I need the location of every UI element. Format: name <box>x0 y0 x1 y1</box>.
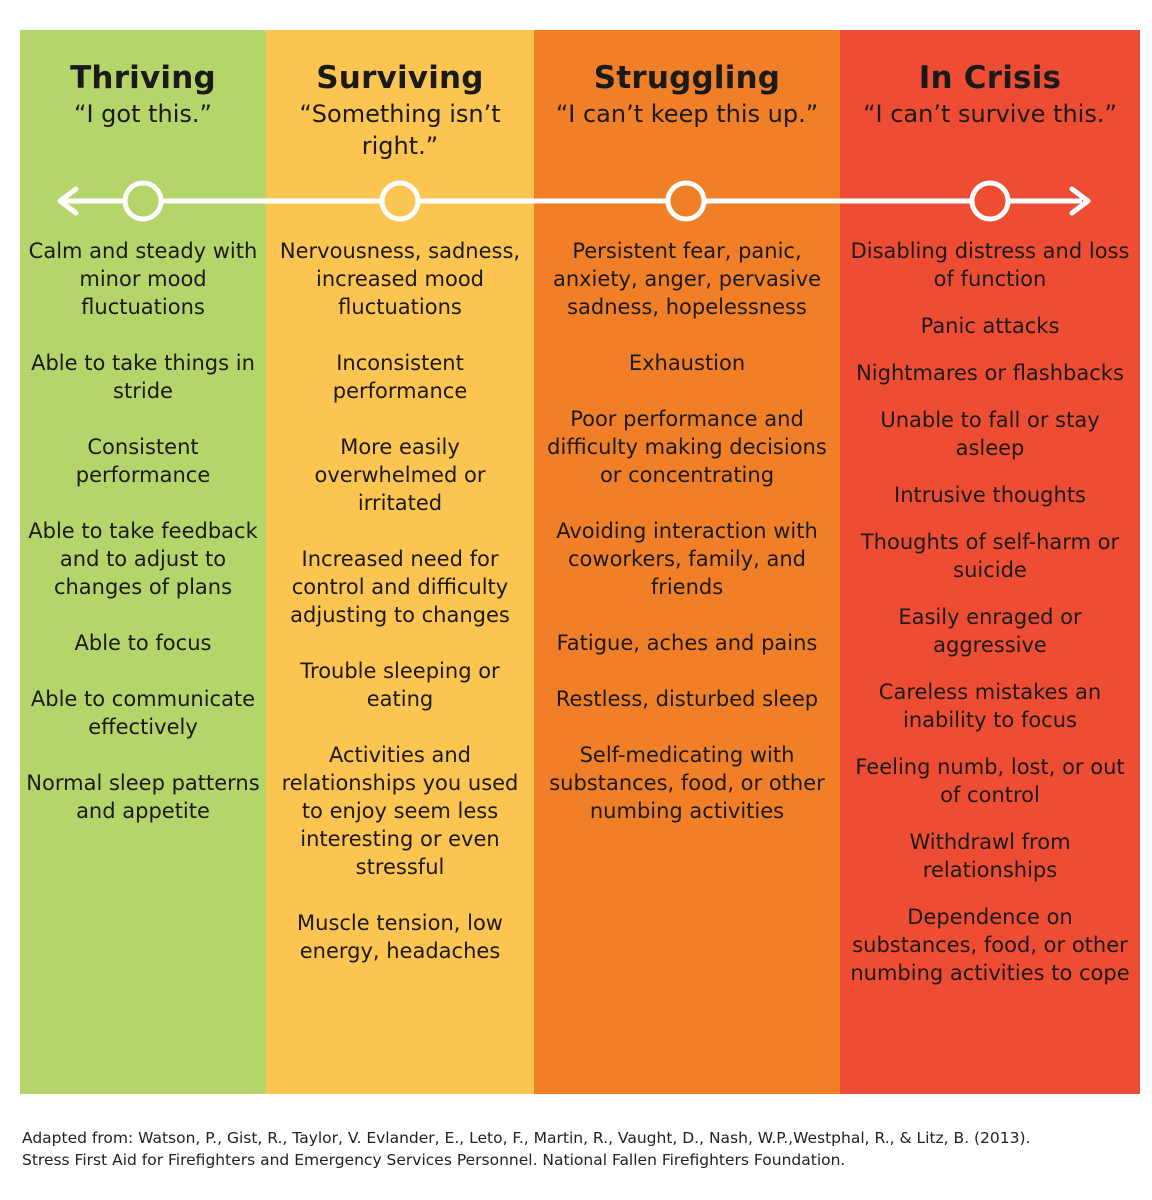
column-header: In Crisis “I can’t survive this.” <box>840 58 1140 130</box>
list-item: Nightmares or flashbacks <box>856 361 1124 385</box>
list-item: Poor performance and difficulty making d… <box>547 407 827 487</box>
column-title: In Crisis <box>918 60 1062 96</box>
list-item: Exhaustion <box>628 351 746 375</box>
column-header: Thriving “I got this.” <box>20 58 266 130</box>
column-in-crisis: In Crisis “I can’t survive this.” Disabl… <box>840 30 1140 1094</box>
list-item: Thoughts of self-harm or suicide <box>860 530 1120 582</box>
list-item: Inconsistent performance <box>332 351 468 403</box>
list-item: Persistent fear, panic, anxiety, anger, … <box>552 239 822 319</box>
list-item: Careless mistakes an inability to focus <box>878 680 1102 732</box>
list-item: Nervousness, sadness, increased mood flu… <box>279 239 521 319</box>
list-item: Able to take feedback and to adjust to c… <box>28 519 258 599</box>
list-item: Feeling numb, lost, or out of control <box>855 755 1125 807</box>
list-item: Consistent performance <box>75 435 211 487</box>
column-struggling: Struggling “I can’t keep this up.” Persi… <box>534 30 840 1094</box>
symptom-list: Persistent fear, panic, anxiety, anger, … <box>534 237 840 853</box>
column-thriving: Thriving “I got this.” Calm and steady w… <box>20 30 266 1094</box>
list-item: Activities and relationships you used to… <box>281 743 519 879</box>
list-item: Increased need for control and difficult… <box>290 547 510 627</box>
list-item: Avoiding interaction with coworkers, fam… <box>556 519 818 599</box>
column-header: Surviving “Something isn’t right.” <box>266 58 534 162</box>
citation-line: Adapted from: Watson, P., Gist, R., Tayl… <box>22 1129 1031 1147</box>
list-item: Fatigue, aches and pains <box>556 631 818 655</box>
list-item: Able to communicate effectively <box>30 687 256 739</box>
list-item: Dependence on substances, food, or other… <box>850 905 1130 985</box>
column-title: Thriving <box>70 60 216 96</box>
column-header: Struggling “I can’t keep this up.” <box>534 58 840 130</box>
symptom-list: Nervousness, sadness, increased mood flu… <box>266 237 534 993</box>
column-surviving: Surviving “Something isn’t right.” Nervo… <box>266 30 534 1094</box>
list-item: Disabling distress and loss of function <box>850 239 1130 291</box>
symptom-list: Disabling distress and loss of function … <box>840 237 1140 1006</box>
list-item: Trouble sleeping or eating <box>300 659 500 711</box>
list-item: Normal sleep patterns and appetite <box>26 771 260 823</box>
list-item: Self-medicating with substances, food, o… <box>549 743 825 823</box>
citation: Adapted from: Watson, P., Gist, R., Tayl… <box>22 1127 1132 1171</box>
symptom-list: Calm and steady with minor mood fluctuat… <box>20 237 266 853</box>
list-item: Intrusive thoughts <box>894 483 1086 507</box>
list-item: Easily enraged or aggressive <box>898 605 1082 657</box>
list-item: Calm and steady with minor mood fluctuat… <box>28 239 258 319</box>
column-quote: “Something isn’t right.” <box>299 100 501 160</box>
list-item: Muscle tension, low energy, headaches <box>297 911 503 963</box>
column-quote: “I got this.” <box>74 100 212 128</box>
column-title: Surviving <box>316 60 484 96</box>
list-item: Panic attacks <box>920 314 1060 338</box>
citation-line: Stress First Aid for Firefighters and Em… <box>22 1151 846 1169</box>
column-quote: “I can’t keep this up.” <box>555 100 819 128</box>
list-item: Able to focus <box>74 631 212 655</box>
column-title: Struggling <box>593 60 781 96</box>
list-item: Able to take things in stride <box>31 351 255 403</box>
continuum-board: Thriving “I got this.” Calm and steady w… <box>20 30 1140 1094</box>
column-quote: “I can’t survive this.” <box>863 100 1117 128</box>
list-item: Unable to fall or stay asleep <box>880 408 1100 460</box>
list-item: Restless, disturbed sleep <box>555 687 819 711</box>
list-item: Withdrawl from relationships <box>909 830 1071 882</box>
list-item: More easily overwhelmed or irritated <box>314 435 486 515</box>
